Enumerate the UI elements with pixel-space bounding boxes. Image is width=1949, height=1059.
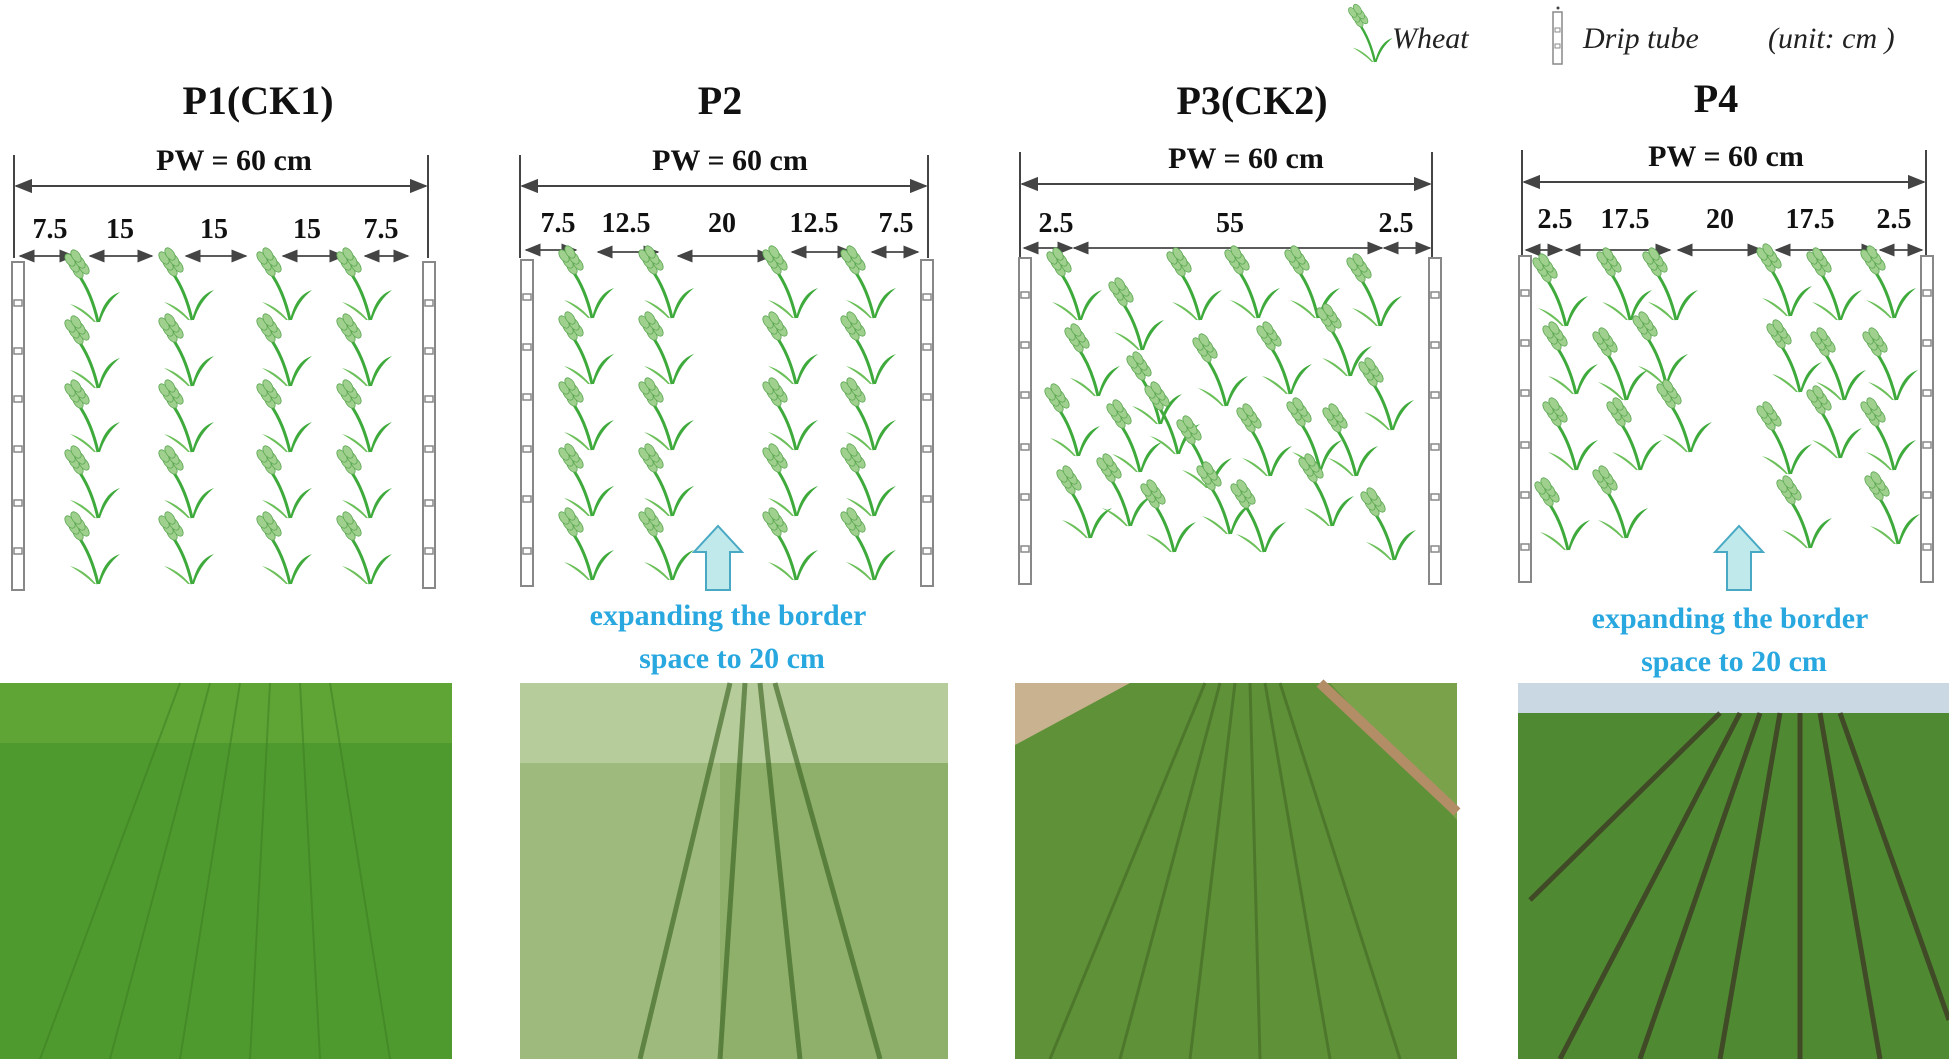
segment-label: 7.5	[879, 208, 914, 239]
panel-p4: P4 PW = 60 cm 2.5 17.5 20 17.5 2.5	[1518, 76, 1949, 1059]
up-arrow-icon	[691, 524, 745, 591]
segment-label: 7.5	[33, 214, 68, 245]
segment-label: 2.5	[1877, 204, 1912, 235]
drip-tube-legend-icon	[1552, 6, 1563, 65]
segment-label: 12.5	[602, 208, 651, 239]
segment-label: 17.5	[1601, 204, 1650, 235]
pw-label: PW = 60 cm	[156, 144, 312, 177]
segment-label: 15	[200, 214, 228, 245]
panel-title: P3(CK2)	[1176, 78, 1327, 123]
green-wheat-field-photo	[0, 682, 452, 1059]
segment-label: 20	[708, 208, 736, 239]
drip-irrigated-wheat-field-photo	[1015, 679, 1461, 1059]
wheat-scatter	[1041, 242, 1418, 562]
drip-tube-left	[520, 259, 534, 587]
pw-label: PW = 60 cm	[1168, 142, 1324, 175]
wheat-rows	[1529, 240, 1922, 552]
segment-label: 2.5	[1039, 208, 1074, 239]
annotation-line: space to 20 cm	[639, 642, 825, 675]
row-wheat-field-photo	[1518, 683, 1949, 1059]
legend: Wheat Drip tube (unit: cm )	[1345, 1, 1895, 65]
segment-label: 55	[1216, 208, 1244, 239]
drip-tube-left	[1018, 257, 1032, 585]
pale-wheat-field-photo	[520, 682, 948, 1059]
segment-label: 2.5	[1538, 204, 1573, 235]
drip-tube-right	[920, 259, 934, 587]
annotation-line: expanding the border	[590, 599, 867, 632]
panel-p3: P3(CK2) PW = 60 cm 2.5 55 2.5	[1015, 78, 1461, 1059]
pw-label: PW = 60 cm	[652, 144, 808, 177]
drip-tube-right	[1428, 257, 1442, 585]
wheat-rows	[61, 244, 394, 586]
panel-title: P1(CK1)	[182, 78, 333, 123]
segment-label: 2.5	[1379, 208, 1414, 239]
wheat-rows	[555, 242, 898, 582]
drip-tube-right	[422, 261, 436, 589]
annotation-line: space to 20 cm	[1641, 645, 1827, 678]
wheat-legend-label: Wheat	[1392, 22, 1469, 55]
drip-tube-legend-label: Drip tube	[1582, 22, 1699, 55]
segment-label: 15	[106, 214, 134, 245]
drip-tube-right	[1920, 255, 1934, 583]
pw-label: PW = 60 cm	[1648, 140, 1804, 173]
unit-legend-label: (unit: cm )	[1768, 22, 1895, 55]
segment-label: 12.5	[790, 208, 839, 239]
wheat-legend-icon	[1345, 1, 1394, 64]
segment-label: 20	[1706, 204, 1734, 235]
drip-tube-left	[11, 261, 25, 591]
panel-p1: P1(CK1) PW = 60 cm 7.5 15 15 15 7.5	[0, 78, 452, 1059]
segment-label: 7.5	[541, 208, 576, 239]
segment-label: 7.5	[364, 214, 399, 245]
annotation-line: expanding the border	[1592, 602, 1869, 635]
panel-title: P2	[698, 78, 742, 123]
segment-label: 17.5	[1786, 204, 1835, 235]
segment-label: 15	[293, 214, 321, 245]
panel-title: P4	[1694, 76, 1738, 121]
drip-tube-left	[1518, 255, 1532, 583]
up-arrow-icon	[1712, 524, 1766, 591]
panel-p2: P2 PW = 60 cm 7.5 12.5 20 12.5 7.5	[519, 78, 948, 1059]
